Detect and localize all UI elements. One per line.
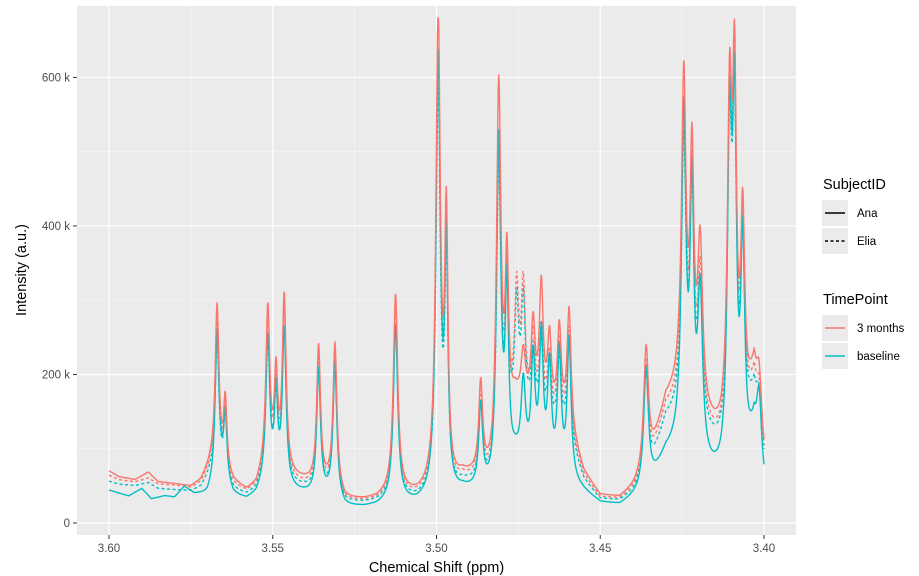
legend-timepoint: TimePoint 3 months baseline bbox=[822, 292, 905, 369]
legend-title-timepoint: TimePoint bbox=[823, 292, 888, 308]
x-axis-title: Chemical Shift (ppm) bbox=[369, 560, 504, 576]
x-tick-label: 3.60 bbox=[98, 543, 120, 555]
series-layer bbox=[108, 17, 765, 506]
spectrum-line-ana-3-months bbox=[108, 17, 765, 498]
x-axis: 3.60 3.55 3.50 3.45 3.40 bbox=[98, 535, 775, 555]
legend-label-elia: Elia bbox=[857, 236, 877, 248]
y-axis-title: Intensity (a.u.) bbox=[14, 224, 30, 316]
legend-label-baseline: baseline bbox=[857, 351, 900, 363]
x-tick-label: 3.45 bbox=[589, 543, 611, 555]
y-tick-label: 400 k bbox=[42, 221, 70, 233]
y-tick-label: 600 k bbox=[42, 72, 70, 84]
y-axis: 0 200 k 400 k 600 k bbox=[42, 72, 77, 530]
x-tick-label: 3.50 bbox=[425, 543, 447, 555]
y-tick-label: 200 k bbox=[42, 369, 70, 381]
legend-label-ana: Ana bbox=[857, 208, 878, 220]
y-tick-label: 0 bbox=[64, 518, 70, 530]
legend-subjectid: SubjectID Ana Elia bbox=[822, 177, 886, 254]
legend-label-3-months: 3 months bbox=[857, 323, 905, 335]
legend-title-subjectid: SubjectID bbox=[823, 177, 886, 193]
x-tick-label: 3.40 bbox=[753, 543, 775, 555]
x-tick-label: 3.55 bbox=[262, 543, 284, 555]
